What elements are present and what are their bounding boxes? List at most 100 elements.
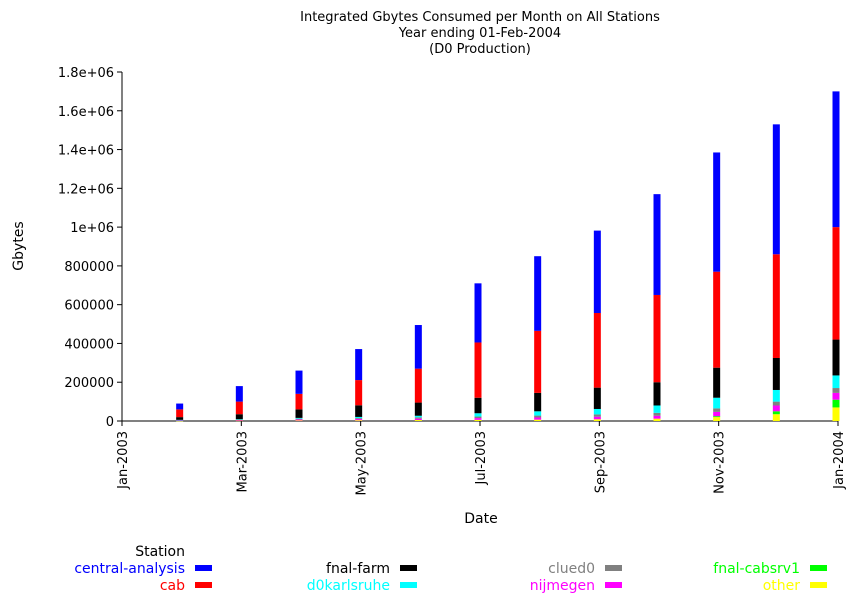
bar-segment-fnal-farm (713, 367, 721, 398)
legend-swatch-d0karlsruhe (400, 582, 417, 588)
bar-segment-other (414, 420, 422, 421)
legend-swatch-fnal-cabsrv1 (810, 565, 827, 571)
bar-segment-central-analysis (355, 349, 363, 381)
legend-label-clued0: clued0 (548, 561, 595, 577)
bar-segment-nijmegen (414, 418, 422, 421)
legend-swatch-other (810, 582, 827, 588)
plot-area: 0 200000 400000 600000 800000 1e+06 1.2e+06 1.4… (58, 66, 846, 495)
bar-segment-cab (713, 271, 721, 368)
y-tick-label: 1.8e+06 (58, 66, 114, 81)
bar-segment-fnal-farm (474, 397, 482, 414)
legend-swatch-cab (195, 582, 212, 588)
bar-segment-other (295, 420, 303, 421)
bar-segment-other (534, 419, 542, 421)
bar-segment-nijmegen (593, 416, 601, 420)
y-tick-label: 800000 (64, 260, 114, 275)
bar-segment-fnal-cabsrv1 (713, 416, 721, 418)
bar-segment-d0karlsruhe (235, 419, 243, 420)
bar-segment-nijmegen (832, 392, 840, 400)
bar-segment-fnal-farm (832, 339, 840, 376)
bar-segment-cab (653, 294, 661, 383)
bar-segment-d0karlsruhe (593, 408, 601, 415)
bar-segment-clued0 (355, 418, 363, 420)
legend-swatch-central-analysis (195, 565, 212, 571)
legend-swatch-fnal-farm (400, 565, 417, 571)
title-line-2: Year ending 01-Feb-2004 (398, 26, 561, 41)
bar-segment-central-analysis (474, 283, 482, 343)
bar-segment-central-analysis (176, 403, 184, 410)
bar-segment-central-analysis (653, 194, 661, 295)
bar-segment-other (593, 419, 601, 421)
bar-segment-clued0 (772, 401, 780, 406)
bar-segment-central-analysis (713, 152, 721, 272)
bar-segment-nijmegen (653, 415, 661, 419)
bar-segment-fnal-farm (235, 414, 243, 420)
bar-segment-central-analysis (593, 230, 601, 314)
bar-segment-cab (772, 254, 780, 358)
bar-segment-d0karlsruhe (176, 419, 184, 421)
bar-segment-cab (235, 401, 243, 415)
bar-segment-other (713, 417, 721, 421)
legend-label-d0karlsruhe: d0karlsruhe (307, 578, 390, 594)
bar-segment-nijmegen (534, 417, 542, 420)
y-tick-label: 400000 (64, 337, 114, 352)
bar-segment-clued0 (713, 408, 721, 412)
bar-segment-nijmegen (474, 418, 482, 420)
bar-segment-nijmegen (355, 419, 363, 421)
bar-segment-d0karlsruhe (355, 416, 363, 419)
bar-segment-fnal-cabsrv1 (832, 399, 840, 408)
bar-segment-clued0 (593, 414, 601, 417)
y-tick-label: 0 (106, 415, 114, 430)
bar-segment-central-analysis (295, 370, 303, 394)
y-tick-label: 1.6e+06 (58, 105, 114, 120)
bar-segment-other (474, 419, 482, 421)
legend-label-cab: cab (160, 578, 185, 594)
bar-segment-central-analysis (534, 256, 542, 331)
bar-segment-clued0 (534, 415, 542, 418)
bar-segment-fnal-farm (593, 387, 601, 409)
bar-segment-cab (355, 380, 363, 406)
bar-segment-d0karlsruhe (832, 375, 840, 389)
bar-segment-d0karlsruhe (534, 411, 542, 416)
bar-segment-fnal-farm (414, 402, 422, 416)
bar-segment-cab (832, 227, 840, 340)
x-tick-label: Jul-2003 (474, 431, 489, 485)
legend-swatch-nijmegen (605, 582, 622, 588)
bar-segment-cab (176, 409, 184, 418)
bar-segment-fnal-farm (534, 392, 542, 412)
bar-segment-nijmegen (772, 405, 780, 412)
bar-segment-cab (295, 393, 303, 410)
legend-label-nijmegen: nijmegen (530, 578, 595, 594)
bar-segment-central-analysis (414, 325, 422, 369)
bar-segment-d0karlsruhe (414, 415, 422, 418)
legend-title: Station (135, 544, 185, 560)
bar-segment-fnal-farm (355, 405, 363, 417)
legend-label-fnal-cabsrv1: fnal-cabsrv1 (713, 561, 800, 577)
y-tick-label: 1.2e+06 (58, 182, 114, 197)
bar-segment-fnal-farm (653, 382, 661, 406)
y-tick-label: 1e+06 (70, 221, 114, 236)
x-tick-label: Nov-2003 (713, 431, 728, 494)
bar-segment-d0karlsruhe (713, 397, 721, 409)
bar-segment-other (355, 420, 363, 421)
bar-segment-nijmegen (295, 419, 303, 421)
bar-segment-other (653, 418, 661, 421)
bar-segment-nijmegen (235, 420, 243, 421)
x-tick-label: May-2003 (355, 431, 370, 495)
bar-segment-fnal-farm (295, 409, 303, 418)
y-axis-title: Gbytes (11, 221, 27, 270)
bar-segment-clued0 (235, 419, 243, 421)
x-tick-label: Mar-2003 (235, 431, 250, 492)
chart-title: Integrated Gbytes Consumed per Month on … (300, 10, 660, 57)
bar-segment-central-analysis (235, 386, 243, 402)
bar-segment-d0karlsruhe (653, 405, 661, 413)
bar-segment-cab (534, 330, 542, 393)
bar-segment-clued0 (474, 416, 482, 419)
bar-segment-central-analysis (832, 91, 840, 228)
legend-label-other: other (763, 578, 801, 594)
x-axis-title: Date (464, 511, 497, 527)
title-line-1: Integrated Gbytes Consumed per Month on … (300, 10, 660, 25)
bar-segment-cab (593, 313, 601, 388)
